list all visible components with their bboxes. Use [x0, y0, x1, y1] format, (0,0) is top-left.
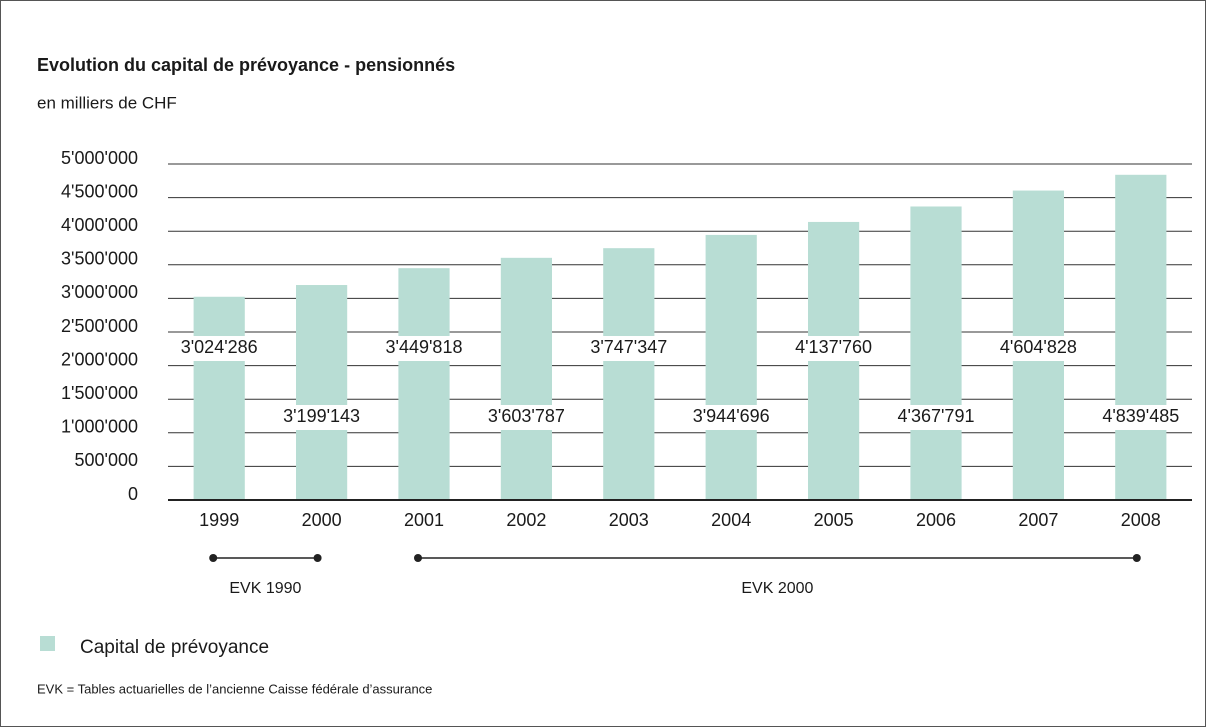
y-tick-label: 2'000'000 — [61, 349, 138, 369]
chart-subtitle: en milliers de CHF — [37, 93, 177, 112]
legend-swatch — [40, 636, 55, 651]
value-label-bg — [689, 405, 773, 430]
period-dot — [313, 554, 322, 562]
chart-title: Evolution du capital de prévoyance - pen… — [37, 55, 455, 75]
x-tick-label: 2002 — [506, 510, 546, 530]
x-tick-label: 2005 — [814, 510, 854, 530]
value-label: 4'604'828 — [1000, 337, 1077, 357]
y-tick-label: 3'500'000 — [61, 249, 138, 269]
value-label: 3'449'818 — [386, 337, 463, 357]
bar — [193, 296, 245, 500]
value-label: 3'944'696 — [693, 406, 770, 426]
value-label-bg — [177, 336, 261, 361]
y-tick-label: 5'000'000 — [61, 148, 138, 168]
period-dot — [414, 554, 422, 562]
bar — [500, 257, 552, 500]
value-label-bg — [587, 336, 671, 361]
value-label: 4'137'760 — [795, 337, 872, 357]
value-label-bg — [996, 336, 1080, 361]
bar — [705, 234, 757, 500]
x-tick-label: 2001 — [404, 510, 444, 530]
y-tick-label: 2'500'000 — [61, 316, 138, 336]
footnote: EVK = Tables actuarielles de l’ancienne … — [37, 681, 432, 696]
y-tick-label: 4'500'000 — [61, 181, 138, 201]
y-tick-label: 1'000'000 — [61, 417, 138, 437]
value-label: 3'024'286 — [181, 337, 258, 357]
bar — [603, 248, 655, 500]
value-label: 4'367'791 — [898, 406, 975, 426]
x-tick-label: 2008 — [1121, 510, 1161, 530]
value-label-bg — [484, 405, 568, 430]
value-label-bg — [894, 405, 978, 430]
x-tick-label: 2004 — [711, 510, 751, 530]
bar — [296, 285, 348, 500]
period-label: EVK 1990 — [229, 580, 301, 597]
value-label-bg — [382, 336, 466, 361]
y-tick-label: 0 — [128, 484, 138, 504]
value-label: 3'199'143 — [283, 406, 360, 426]
x-tick-label: 2000 — [302, 510, 342, 530]
value-label: 3'747'347 — [590, 337, 667, 357]
period-dot — [1132, 554, 1141, 562]
bar — [398, 268, 450, 500]
x-tick-label: 2003 — [609, 510, 649, 530]
y-tick-label: 1'500'000 — [61, 383, 138, 403]
x-tick-label: 1999 — [199, 510, 239, 530]
y-tick-label: 500'000 — [74, 450, 138, 470]
y-tick-label: 3'000'000 — [61, 282, 138, 302]
value-label: 4'839'485 — [1102, 406, 1179, 426]
x-tick-label: 2006 — [916, 510, 956, 530]
value-label-bg — [1099, 405, 1183, 430]
period-dot — [209, 554, 218, 562]
bar — [1115, 174, 1167, 500]
value-label-bg — [792, 336, 876, 361]
period-label: EVK 2000 — [741, 580, 813, 597]
value-label-bg — [280, 405, 364, 430]
value-label: 3'603'787 — [488, 406, 565, 426]
bar — [910, 206, 962, 501]
y-tick-label: 4'000'000 — [61, 215, 138, 235]
legend-label: Capital de prévoyance — [80, 637, 269, 658]
x-tick-label: 2007 — [1018, 510, 1058, 530]
